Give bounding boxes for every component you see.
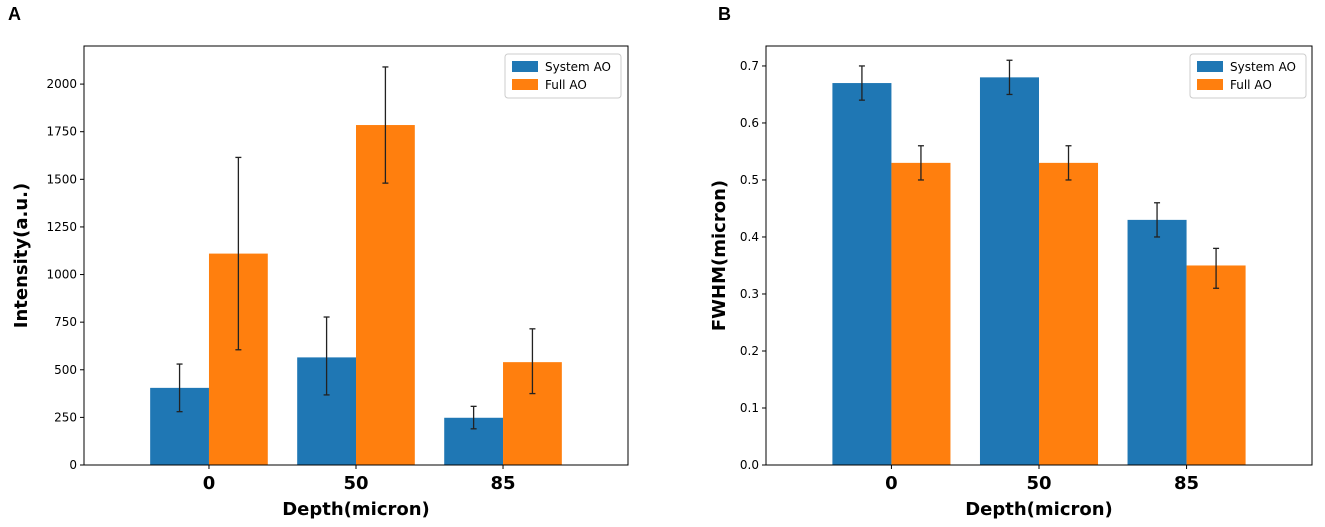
- bar-system-ao-85: [1127, 219, 1187, 465]
- y-tick-label: 2000: [46, 77, 77, 91]
- y-tick-label: 250: [54, 410, 77, 424]
- legend-swatch: [1197, 79, 1223, 90]
- y-tick-label: 1750: [46, 125, 77, 139]
- y-tick-label: 0: [69, 458, 77, 472]
- y-tick-label: 0.3: [740, 287, 759, 301]
- chart-panel-a: 0 250 500 750 1000 1250 1500 1750 2000 0 50 85 Depth…: [11, 45, 629, 520]
- bar-full-ao-0: [891, 162, 951, 465]
- y-axis-label: Intensity(a.u.): [11, 183, 32, 328]
- panel-label-b: B: [718, 4, 731, 24]
- y-tick-label: 0.2: [740, 344, 759, 358]
- x-tick-label: 85: [490, 473, 515, 494]
- x-tick-label: 85: [1174, 473, 1199, 494]
- x-tick-label: 50: [1026, 473, 1051, 494]
- legend-label: Full AO: [545, 78, 587, 92]
- chart-panel-b: 0.0 0.1 0.2 0.3 0.4 0.5 0.6 0.7 0 50 85 Depth(micro…: [709, 45, 1313, 520]
- y-tick-label: 1000: [46, 268, 77, 282]
- legend-label: System AO: [545, 60, 611, 74]
- bar-full-ao-85: [1186, 265, 1246, 465]
- y-tick-label: 0.5: [740, 173, 759, 187]
- legend-swatch: [1197, 61, 1223, 72]
- x-tick-label: 0: [885, 473, 898, 494]
- y-tick-label: 0.7: [740, 59, 759, 73]
- y-tick-label: 0.6: [740, 116, 759, 130]
- panel-label-a: A: [8, 4, 21, 24]
- bar-system-ao-50: [979, 77, 1039, 465]
- y-tick-label: 1250: [46, 220, 77, 234]
- x-tick-label: 50: [343, 473, 368, 494]
- legend-label: Full AO: [1230, 78, 1272, 92]
- legend-swatch: [512, 79, 538, 90]
- bar-full-ao-50: [1039, 162, 1099, 465]
- y-tick-label: 500: [54, 363, 77, 377]
- x-axis-label: Depth(micron): [965, 499, 1113, 520]
- x-tick-label: 0: [203, 473, 216, 494]
- legend-swatch: [512, 61, 538, 72]
- y-tick-label: 0.4: [740, 230, 759, 244]
- bar-system-ao-0: [832, 83, 892, 466]
- y-tick-label: 1500: [46, 172, 77, 186]
- y-tick-label: 750: [54, 315, 77, 329]
- legend-label: System AO: [1230, 60, 1296, 74]
- y-tick-label: 0.1: [740, 401, 759, 415]
- y-tick-label: 0.0: [740, 458, 759, 472]
- y-axis-label: FWHM(micron): [709, 180, 730, 331]
- x-axis-label: Depth(micron): [282, 499, 430, 520]
